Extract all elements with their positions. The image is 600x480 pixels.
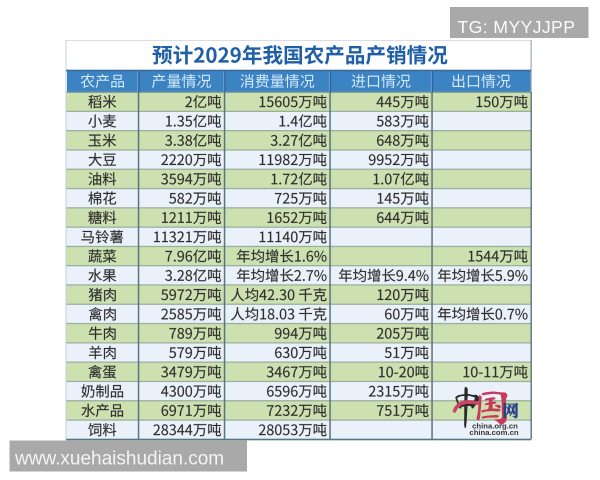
svg-text:TG: MYYJJPP: TG: MYYJJPP [458,17,576,37]
svg-text:www.xuehaishudian.com: www.xuehaishudian.com [14,449,224,470]
svg-text:china.com.cn: china.com.cn [469,428,518,437]
svg-text:china.org.cn: china.org.cn [472,422,518,431]
